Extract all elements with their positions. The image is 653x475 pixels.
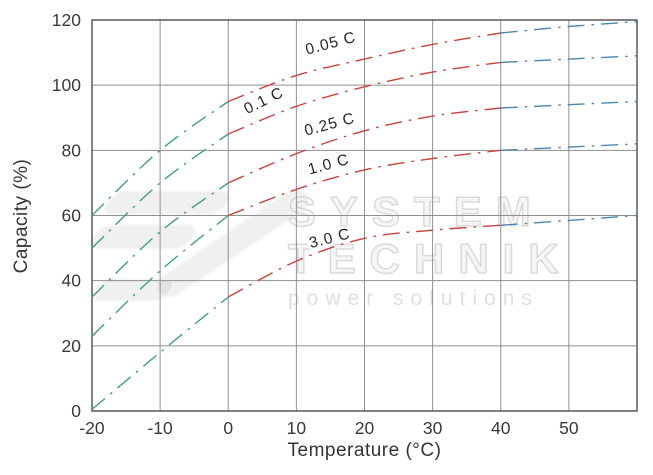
curve-0.25C-seg0	[91, 182, 229, 298]
curve-3.0C-seg1	[227, 224, 501, 298]
x-tick-label-50: 50	[559, 418, 579, 438]
y-tick-label-120: 120	[52, 10, 81, 30]
x-tick-label-20: 20	[355, 418, 375, 438]
curve-0.1C-seg2	[500, 55, 638, 64]
x-tick-label-30: 30	[423, 418, 443, 438]
curve-0.1C-seg1	[228, 61, 501, 135]
y-tick-label-80: 80	[62, 140, 82, 160]
curve-1.0C-seg2	[500, 143, 638, 151]
y-tick-label-40: 40	[62, 271, 82, 291]
curve-1.0C-seg1	[228, 149, 501, 217]
y-axis-title: Capacity (%)	[11, 158, 32, 274]
y-tick-label-100: 100	[52, 75, 81, 95]
curve-0.25C-seg1	[228, 107, 501, 184]
curve-label-0.05C: 0.05 C	[304, 29, 358, 59]
x-tick-label-10: 10	[287, 418, 307, 438]
curve-label-0.25C: 0.25 C	[303, 110, 357, 140]
y-tick-label-0: 0	[71, 401, 81, 421]
curve-3.0C-seg2	[500, 214, 638, 226]
curve-label-0.1C: 0.1 C	[241, 84, 286, 118]
x-tick-label--10: -10	[147, 418, 173, 438]
curve-0.05C-seg1	[228, 32, 501, 103]
curve-0.25C-seg2	[500, 100, 638, 109]
x-tick-label-0: 0	[223, 418, 233, 438]
x-tick-label--20: -20	[79, 418, 105, 438]
curve-label-1.0C: 1.0 C	[306, 151, 351, 178]
curve-0.05C-seg0	[91, 100, 229, 217]
y-tick-label-60: 60	[62, 206, 82, 226]
curve-0.05C-seg2	[500, 20, 638, 34]
y-tick-label-20: 20	[62, 336, 82, 356]
x-tick-label-40: 40	[491, 418, 511, 438]
curve-0.1C-seg0	[91, 133, 229, 249]
x-axis-title: Temperature (°C)	[287, 440, 442, 461]
